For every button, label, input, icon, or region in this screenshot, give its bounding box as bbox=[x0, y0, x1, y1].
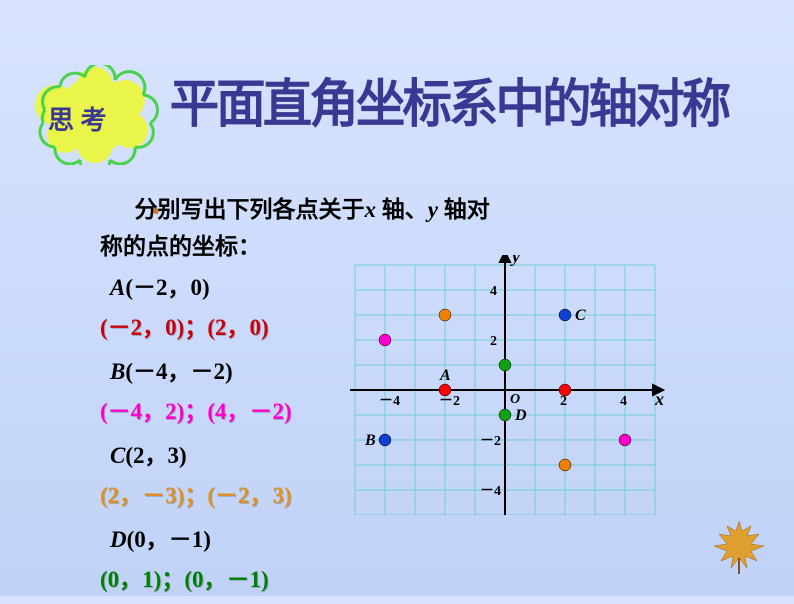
maple-leaf-icon bbox=[709, 516, 769, 576]
points-list: A(－2，0) (－2，0)；(2，0) B(－4，－2) (－4，2)；(4，… bbox=[100, 268, 292, 604]
answer-D: (0，1)；(0，－1) bbox=[100, 560, 292, 594]
coordinate-graph: O －4 －2 2 4 4 2 －2 －4 x y A B C D bbox=[345, 255, 665, 515]
svg-text:D: D bbox=[514, 407, 527, 424]
svg-text:2: 2 bbox=[560, 394, 567, 409]
svg-text:C: C bbox=[575, 307, 586, 324]
svg-text:－4: －4 bbox=[480, 484, 501, 499]
answer-C: (2，－3)；(－2，3) bbox=[100, 476, 292, 510]
point-A: A(－2，0) bbox=[110, 268, 292, 302]
origin-label: O bbox=[510, 392, 520, 407]
thought-label: 思 考 bbox=[48, 100, 107, 137]
answer-B: (－4，2)；(4，－2) bbox=[100, 392, 292, 426]
svg-text:2: 2 bbox=[490, 334, 497, 349]
answer-A: (－2，0)；(2，0) bbox=[100, 308, 292, 342]
svg-text:A: A bbox=[439, 367, 451, 384]
svg-text:y: y bbox=[510, 255, 521, 266]
svg-text:－2: －2 bbox=[480, 434, 501, 449]
page-title: 平面直角坐标系中的轴对称 bbox=[170, 62, 729, 137]
point-C: C(2，3) bbox=[110, 436, 292, 470]
svg-text:4: 4 bbox=[620, 394, 627, 409]
svg-text:x: x bbox=[654, 389, 664, 409]
svg-text:4: 4 bbox=[490, 284, 497, 299]
point-D: D(0，－1) bbox=[110, 520, 292, 554]
svg-text:－4: －4 bbox=[379, 394, 400, 409]
point-B: B(－4，－2) bbox=[110, 352, 292, 386]
svg-text:B: B bbox=[364, 432, 376, 449]
svg-text:－2: －2 bbox=[439, 394, 460, 409]
